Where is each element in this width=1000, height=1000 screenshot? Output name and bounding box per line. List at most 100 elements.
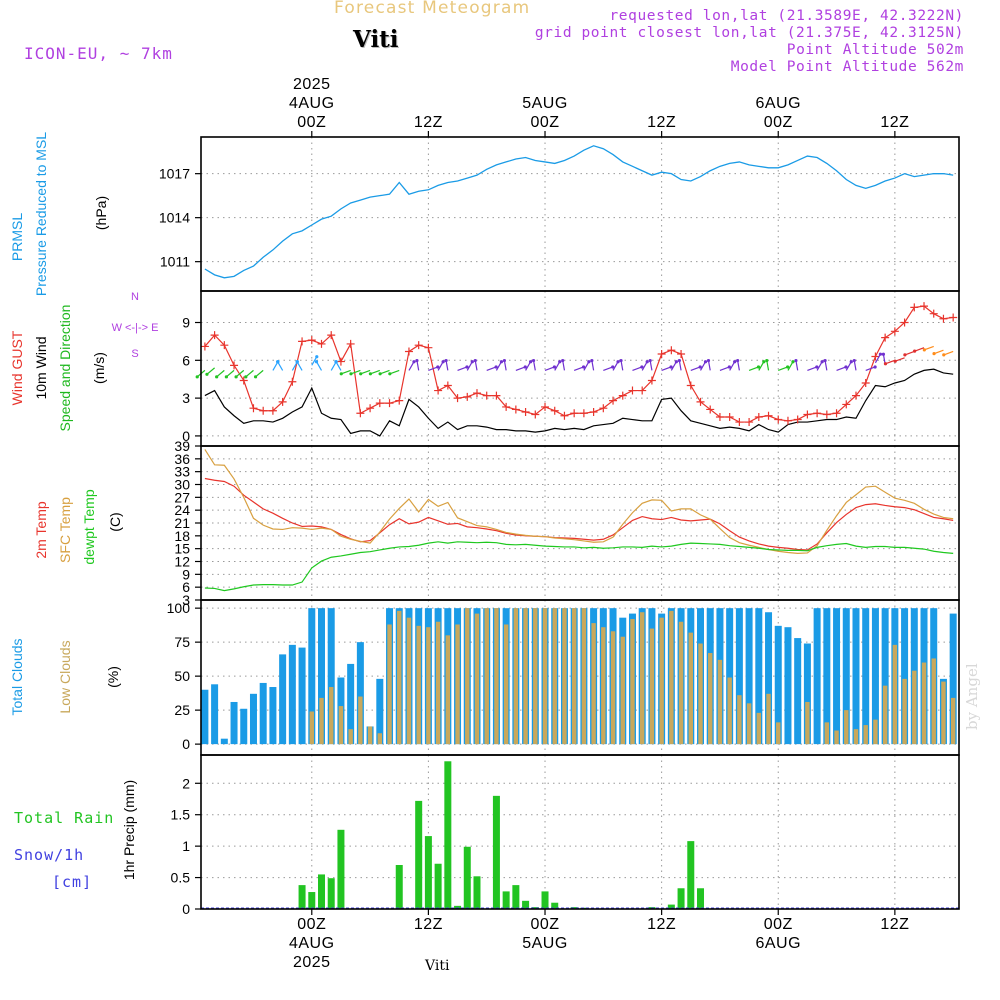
wind-direction-arrow: [894, 357, 905, 362]
temp-2m-label: 2m Temp: [33, 501, 49, 559]
total-clouds-bar: [755, 608, 763, 745]
wind-direction-arrow: [933, 349, 944, 355]
wind-direction-arrowhead: [415, 358, 419, 363]
precip-tick-label: 1.5: [171, 807, 191, 823]
wind-gust-marker: [268, 406, 277, 415]
wind-gust-marker: [735, 418, 744, 427]
compass-west-east: W <-|-> E: [112, 322, 159, 334]
low-clouds-bar: [581, 608, 587, 745]
pressure-line: [204, 145, 954, 279]
wind-direction-arrow: [370, 369, 381, 375]
wind-direction-arrow: [690, 366, 701, 371]
wind-direction-arrowhead: [465, 365, 469, 369]
time-label-top: 4AUG: [289, 95, 335, 112]
snow-unit-label: [cm]: [52, 873, 92, 891]
total-clouds-bar: [230, 701, 238, 745]
station-name: Viti: [353, 26, 399, 53]
precip-tick-label: 1: [182, 838, 190, 854]
low-clouds-bar: [688, 632, 693, 745]
wind-direction-arrowhead: [640, 365, 644, 369]
wind-direction-arrow: [562, 360, 566, 371]
wind-direction-arrow: [678, 360, 682, 371]
low-clouds-label: Low Clouds: [57, 640, 73, 713]
wind-direction-arrowhead: [669, 365, 673, 369]
low-clouds-bar: [562, 608, 567, 745]
precip-tick-label: 0.5: [171, 870, 191, 886]
wind-gust-marker: [239, 376, 248, 385]
wind-direction-arrowhead: [253, 375, 258, 379]
wind-direction-arrow: [554, 361, 561, 371]
wind-gust-marker: [375, 399, 384, 408]
low-clouds-bar: [494, 608, 499, 745]
total-clouds-bar: [881, 608, 889, 745]
low-clouds-bar: [737, 695, 742, 745]
wind-gust-marker: [550, 406, 559, 415]
wind-direction-arrowhead: [616, 360, 620, 364]
temp-tick-label: 18: [174, 528, 190, 544]
total-clouds-bar: [833, 608, 841, 745]
time-label-top: 00Z: [530, 114, 559, 131]
rain-bar: [697, 888, 705, 909]
total-clouds-bar: [347, 663, 355, 745]
clouds-tick-label: 0: [182, 736, 190, 752]
wind-direction-arrowhead: [913, 349, 917, 353]
wind-direction-arrow: [255, 369, 264, 378]
wind-direction-arrowhead: [315, 355, 319, 359]
wind-direction-arrowhead: [878, 352, 883, 356]
wind-direction-arrow: [737, 360, 740, 371]
wind-direction-arrow: [603, 366, 613, 371]
low-clouds-bar: [367, 726, 373, 745]
wind-direction-arrow: [408, 361, 415, 371]
temp-unit-label: (C): [107, 512, 123, 531]
low-clouds-bar: [766, 693, 771, 745]
clouds-tick-label: 75: [174, 634, 190, 650]
wind-tick-label: 6: [182, 352, 190, 368]
wind-direction-arrow: [474, 360, 478, 371]
rain-bar: [454, 905, 462, 909]
low-clouds-bar: [756, 712, 762, 745]
wind-direction-arrowhead: [558, 360, 562, 364]
rain-bar: [522, 900, 530, 909]
rain-bar: [512, 885, 520, 909]
wind-gust-marker: [657, 350, 666, 359]
low-clouds-bar: [552, 608, 557, 745]
wind-direction-arrow: [670, 361, 677, 371]
time-label-bottom: 6AUG: [755, 935, 801, 952]
wind-direction-arrowhead: [727, 365, 731, 369]
point-altitude: Point Altitude 502m: [786, 42, 964, 58]
wind-direction-arrow: [486, 366, 497, 371]
wind-gust-marker: [725, 413, 734, 422]
total-clouds-bar: [308, 608, 316, 745]
wind-gust-marker: [472, 389, 481, 398]
wind-direction-arrowhead: [619, 358, 623, 363]
model-name: ICON-EU, ~ 7km: [24, 44, 173, 63]
wind-direction-arrowhead: [470, 360, 474, 364]
wind-gust-marker: [541, 402, 550, 411]
pressure-tick-label: 1017: [159, 166, 190, 182]
wind-direction-arrowhead: [736, 358, 740, 363]
wind-gust-marker: [774, 415, 783, 424]
wind-direction-arrowhead: [531, 358, 536, 363]
wind-direction-arrowhead: [205, 372, 209, 376]
clouds-unit-label: (%): [105, 666, 121, 688]
wind-direction-arrow: [245, 369, 254, 378]
wind-gust-marker: [715, 413, 724, 422]
low-clouds-bar: [659, 617, 664, 745]
total-clouds-bar: [269, 687, 277, 745]
temp-2m-line: [204, 477, 954, 551]
wind-gust-marker: [618, 391, 627, 400]
total-clouds-bar: [852, 608, 860, 745]
total-clouds-bar: [259, 682, 267, 745]
temp-tick-label: 39: [174, 438, 190, 454]
wind-direction-arrow: [612, 361, 619, 371]
footer-station-name: Viti: [425, 958, 450, 974]
wind-direction-arrow: [874, 353, 881, 364]
wind-unit-label: (m/s): [91, 352, 107, 384]
low-clouds-bar: [484, 608, 489, 745]
wind-direction-arrowhead: [499, 360, 504, 364]
low-clouds-bar: [610, 631, 616, 745]
wind-direction-arrowhead: [378, 372, 382, 376]
wind-gust-marker: [667, 346, 676, 355]
grid-point-coordinates: grid point closest lon,lat (21.375E, 42.…: [534, 25, 964, 41]
wind-direction-arrowhead: [368, 372, 373, 376]
